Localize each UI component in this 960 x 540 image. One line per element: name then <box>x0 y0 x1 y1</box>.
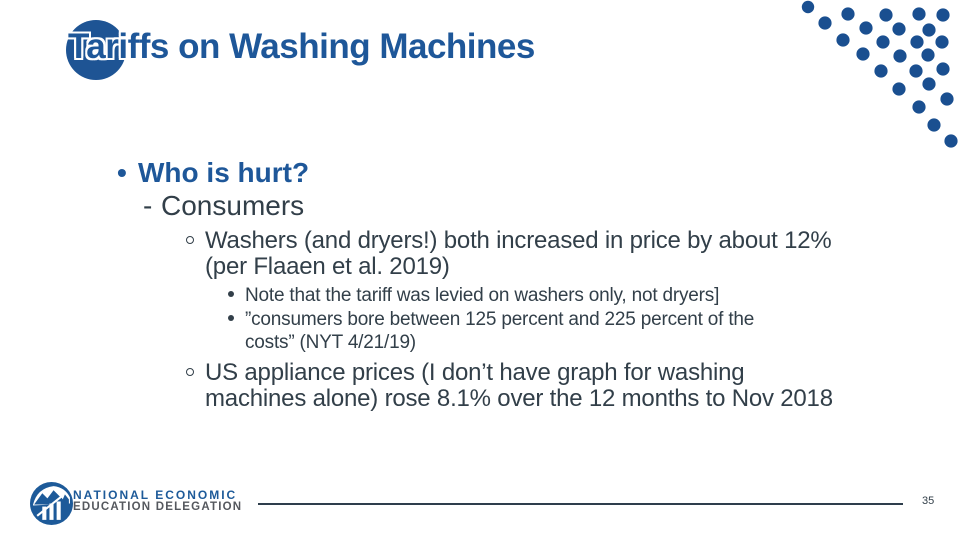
circle-bullet-icon <box>185 360 205 376</box>
list-item: Washers (and dryers!) both increased in … <box>185 228 832 280</box>
bullet-text-us-prices: US appliance prices (I don’t have graph … <box>205 359 833 412</box>
subheading-row: - Consumers <box>143 190 304 222</box>
circle-bullet-icon <box>185 228 205 244</box>
logo-text-line1: NATIONAL ECONOMIC <box>73 488 238 502</box>
logo-text-line2: EDUCATION DELEGATION <box>73 501 243 513</box>
corner-dots-pattern-icon <box>801 0 958 148</box>
need-logo-icon <box>30 482 73 525</box>
list-item: US appliance prices (I don’t have graph … <box>185 360 833 412</box>
bullet-icon: • <box>117 157 127 188</box>
title-accent-circle <box>66 20 126 80</box>
dot-bullet-icon <box>228 284 245 297</box>
heading-text: Who is hurt? <box>138 157 310 188</box>
page-number: 35 <box>922 495 935 507</box>
heading-row: • Who is hurt? <box>117 156 309 190</box>
dot-bullet-icon <box>228 308 245 321</box>
footer-divider <box>258 503 903 505</box>
dash-bullet-icon: - <box>143 190 153 221</box>
subheading-text: Consumers <box>161 190 305 221</box>
bullet-text-washers: Washers (and dryers!) both increased in … <box>205 227 832 280</box>
bullet-text-quote: ”consumers bore between 125 percent and … <box>245 309 755 353</box>
list-item: Note that the tariff was levied on washe… <box>228 284 719 307</box>
list-item: ”consumers bore between 125 percent and … <box>228 308 754 354</box>
bullet-text-note: Note that the tariff was levied on washe… <box>245 285 720 306</box>
page-title: Tariffs on Washing Machines <box>68 27 535 66</box>
